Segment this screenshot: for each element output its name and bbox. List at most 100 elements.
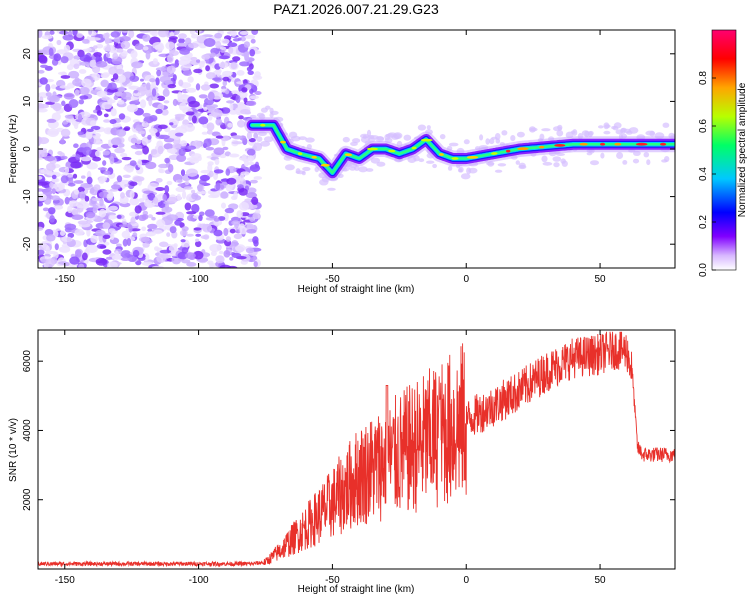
noise-blob: [106, 193, 114, 201]
noise-blob: [96, 147, 104, 151]
noise-blob: [110, 108, 117, 117]
noise-blob: [112, 73, 119, 80]
ridge-halo: [426, 160, 435, 164]
noise-blob: [110, 232, 115, 241]
noise-blob: [209, 83, 219, 89]
noise-blob: [46, 234, 56, 242]
noise-blob: [208, 170, 214, 178]
noise-blob: [172, 143, 182, 149]
noise-blob: [118, 86, 125, 93]
noise-blob: [112, 52, 119, 60]
noise-blob: [42, 207, 50, 212]
noise-blob: [215, 118, 222, 126]
noise-blob: [184, 37, 192, 45]
noise-blob: [100, 79, 109, 88]
ridge-halo: [541, 155, 548, 163]
noise-blob: [164, 157, 170, 164]
noise-blob: [239, 61, 250, 67]
noise-blob: [195, 83, 201, 91]
noise-blob: [208, 113, 213, 121]
ridge-peak: [311, 155, 317, 159]
noise-blob: [130, 50, 138, 59]
noise-blob: [78, 99, 85, 105]
noise-blob: [223, 250, 231, 258]
noise-blob: [193, 68, 203, 74]
noise-blob: [103, 119, 111, 123]
noise-blob: [77, 131, 84, 136]
noise-blob: [116, 175, 123, 183]
x-tick-label: 50: [594, 575, 606, 586]
noise-blob: [158, 134, 170, 140]
noise-blob: [82, 252, 88, 261]
ridge-halo: [367, 135, 375, 139]
noise-blob: [64, 196, 70, 205]
colorbar: 0.0 0.2 0.4 0.6 0.8 Normalized spectral ampl…: [698, 29, 748, 277]
noise-blob: [134, 43, 144, 50]
noise-blob: [38, 226, 44, 231]
noise-blob: [75, 154, 81, 160]
noise-blob: [177, 183, 187, 187]
colorbar-gradient: [711, 29, 737, 271]
noise-blob: [162, 194, 167, 202]
noise-blob: [42, 189, 53, 196]
ridge-halo: [295, 168, 301, 174]
snr-frame: [37, 329, 676, 570]
noise-blob: [176, 154, 187, 163]
noise-blob: [74, 249, 82, 258]
noise-blob: [220, 191, 229, 199]
noise-blob: [51, 112, 61, 121]
noise-blob: [176, 193, 182, 201]
snr-ylabel: SNR (10 * v/v): [8, 418, 19, 482]
noise-blob: [139, 99, 147, 109]
noise-blob: [156, 69, 162, 77]
noise-blob: [169, 226, 177, 234]
noise-blob: [142, 192, 148, 201]
noise-blob: [93, 52, 102, 58]
noise-blob: [133, 176, 145, 182]
noise-blob: [95, 150, 101, 157]
noise-blob: [250, 38, 256, 44]
noise-blob: [159, 75, 171, 83]
noise-blob: [108, 66, 118, 76]
noise-blob: [51, 174, 57, 180]
noise-blob: [183, 186, 193, 190]
noise-blob: [120, 257, 130, 261]
x-tick-label: -50: [325, 274, 340, 285]
y-tick-label: 20: [22, 48, 33, 60]
noise-blob: [249, 88, 254, 95]
noise-blob: [206, 129, 213, 135]
noise-blob: [208, 194, 220, 199]
noise-blob: [231, 195, 237, 200]
noise-blob: [113, 95, 119, 101]
ridge-halo: [269, 112, 274, 118]
noise-blob: [245, 247, 255, 254]
noise-blob: [185, 87, 197, 93]
noise-blob: [49, 30, 55, 35]
ridge-halo: [626, 130, 633, 135]
noise-blob: [90, 125, 101, 131]
noise-blob: [180, 140, 188, 147]
ridge-halo: [284, 164, 295, 171]
noise-blob: [44, 229, 54, 236]
ridge-halo: [616, 152, 624, 159]
ridge-peak: [366, 147, 379, 151]
noise-blob: [90, 120, 97, 127]
noise-blob: [145, 161, 157, 170]
ridge-halo: [269, 107, 274, 114]
noise-blob: [78, 113, 83, 123]
noise-blob: [80, 183, 93, 188]
noise-blob: [164, 185, 170, 194]
ridge-halo: [529, 127, 538, 132]
noise-blob: [102, 160, 107, 166]
noise-blob: [228, 46, 234, 54]
noise-blob: [230, 135, 243, 139]
noise-blob: [149, 78, 156, 83]
noise-blob: [158, 169, 166, 174]
noise-blob: [111, 184, 121, 190]
noise-blob: [67, 232, 75, 239]
noise-blob: [53, 53, 62, 62]
ridge-peak: [411, 146, 417, 150]
ridge-halo: [541, 128, 551, 132]
colorbar-tick-label: 0.6: [698, 119, 709, 133]
noise-blob: [147, 214, 153, 219]
